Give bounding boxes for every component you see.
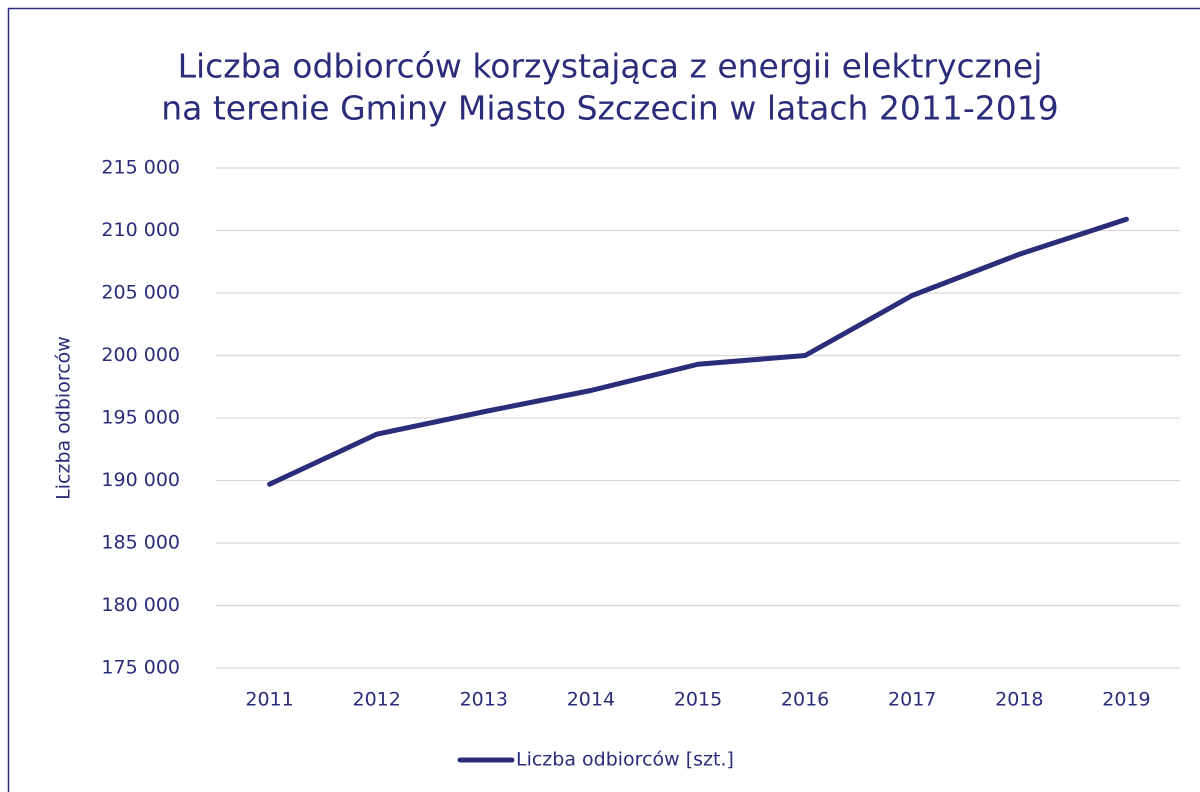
x-tick-label: 2012 bbox=[352, 689, 400, 711]
x-tick-label: 2017 bbox=[888, 689, 936, 711]
y-tick-label: 185 000 bbox=[101, 532, 180, 554]
x-tick-label: 2013 bbox=[460, 689, 508, 711]
y-tick-label: 210 000 bbox=[101, 219, 180, 241]
y-tick-label: 190 000 bbox=[101, 469, 180, 491]
x-tick-label: 2014 bbox=[567, 689, 615, 711]
legend-label: Liczba odbiorców [szt.] bbox=[516, 749, 734, 771]
y-tick-label: 200 000 bbox=[101, 344, 180, 366]
x-tick-label: 2011 bbox=[245, 689, 293, 711]
chart-title: na terenie Gminy Miasto Szczecin w latac… bbox=[161, 89, 1059, 128]
chart-border bbox=[7, 7, 1200, 792]
x-tick-label: 2019 bbox=[1102, 689, 1150, 711]
y-tick-label: 215 000 bbox=[101, 157, 180, 179]
y-tick-label: 180 000 bbox=[101, 594, 180, 616]
data-line bbox=[267, 216, 1129, 487]
x-tick-label: 2018 bbox=[995, 689, 1043, 711]
y-tick-label: 205 000 bbox=[101, 282, 180, 304]
chart-title: Liczba odbiorców korzystająca z energii … bbox=[178, 47, 1043, 86]
y-tick-label: 195 000 bbox=[101, 407, 180, 429]
x-tick-label: 2016 bbox=[781, 689, 829, 711]
x-tick-label: 2015 bbox=[674, 689, 722, 711]
y-axis-label: Liczba odbiorców bbox=[53, 336, 75, 500]
y-tick-label: 175 000 bbox=[101, 657, 180, 679]
